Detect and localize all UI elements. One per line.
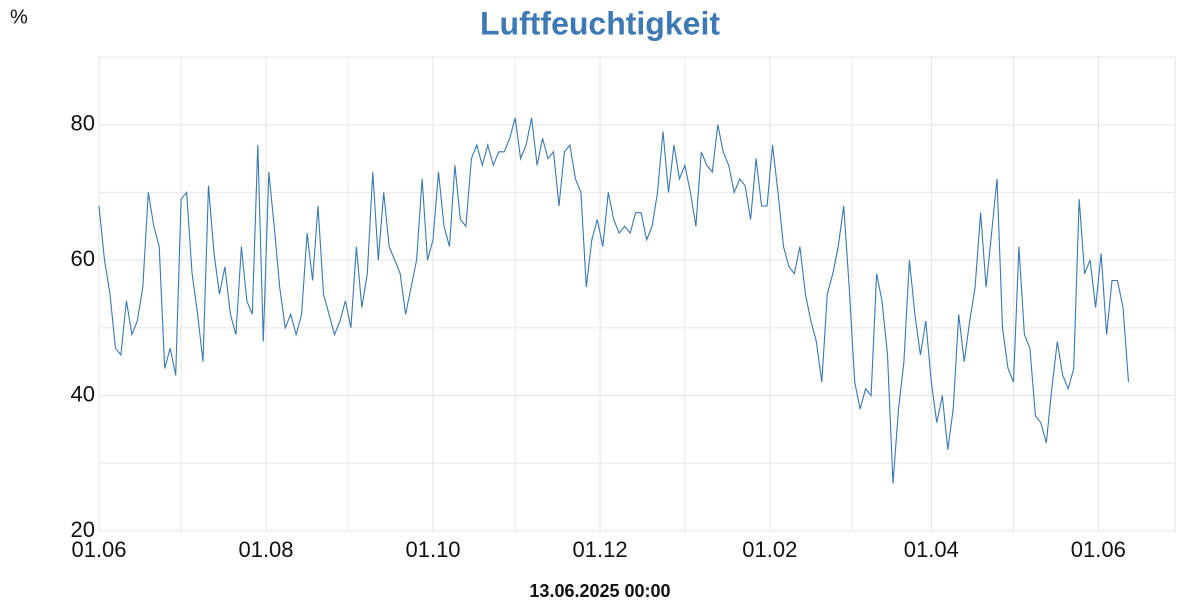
- data-line: [98, 117, 1130, 484]
- x-tick-label: 01.02: [742, 537, 797, 562]
- x-tick-label: 01.04: [904, 537, 959, 562]
- y-tick-label: 80: [71, 111, 95, 136]
- annotation: 13.06.2025 00:00: [529, 581, 670, 600]
- x-tick-label: 01.06: [1071, 537, 1126, 562]
- x-tick-label: 01.08: [238, 537, 293, 562]
- y-axis-label: %: [10, 6, 28, 28]
- x-tick-label: 01.06: [71, 537, 126, 562]
- chart-title: Luftfeuchtigkeit: [480, 5, 720, 41]
- y-tick-label: 40: [71, 381, 95, 406]
- x-tick-label: 01.12: [573, 537, 628, 562]
- y-tick-label: 20: [71, 517, 95, 542]
- y-tick-label: 60: [71, 246, 95, 271]
- x-tick-label: 01.10: [405, 537, 460, 562]
